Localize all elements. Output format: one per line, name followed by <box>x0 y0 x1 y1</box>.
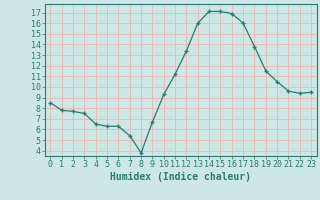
X-axis label: Humidex (Indice chaleur): Humidex (Indice chaleur) <box>110 172 251 182</box>
